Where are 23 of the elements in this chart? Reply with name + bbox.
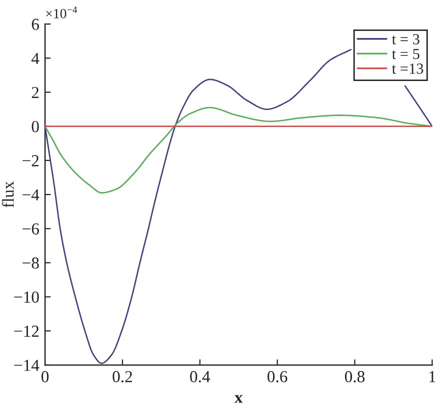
y-axis-title: flux	[2, 181, 14, 208]
y-tick-label: −4	[22, 189, 40, 200]
x-axis-title: x	[234, 395, 243, 403]
x-tick-label: 0.6	[268, 371, 288, 382]
x-tick-label: 0.8	[344, 371, 365, 382]
y-tick-label: −6	[22, 223, 39, 235]
legend-label: t = 3	[392, 34, 420, 44]
x-tick-label: 0	[42, 371, 49, 382]
legend-label: t = 5	[392, 48, 420, 60]
x-tick-label: 0.2	[112, 371, 132, 382]
y-tick-label: 0	[32, 121, 39, 132]
y-tick-label: 4	[31, 52, 40, 64]
x-tick-label: 1	[429, 371, 436, 382]
y-tick-label: −8	[22, 257, 39, 269]
y-tick-label: −10	[14, 292, 39, 303]
y-tick-label: −14	[14, 360, 40, 371]
y-tick-label: −12	[14, 326, 39, 337]
x-tick-label: 0.4	[190, 371, 210, 382]
text: ×10$^{−4}$	[46, 6, 78, 18]
legend-label: t =13	[392, 64, 424, 74]
y-tick-label: 2	[32, 86, 39, 98]
y-tick-label: −2	[22, 155, 39, 166]
y-tick-label: 6	[32, 18, 39, 30]
